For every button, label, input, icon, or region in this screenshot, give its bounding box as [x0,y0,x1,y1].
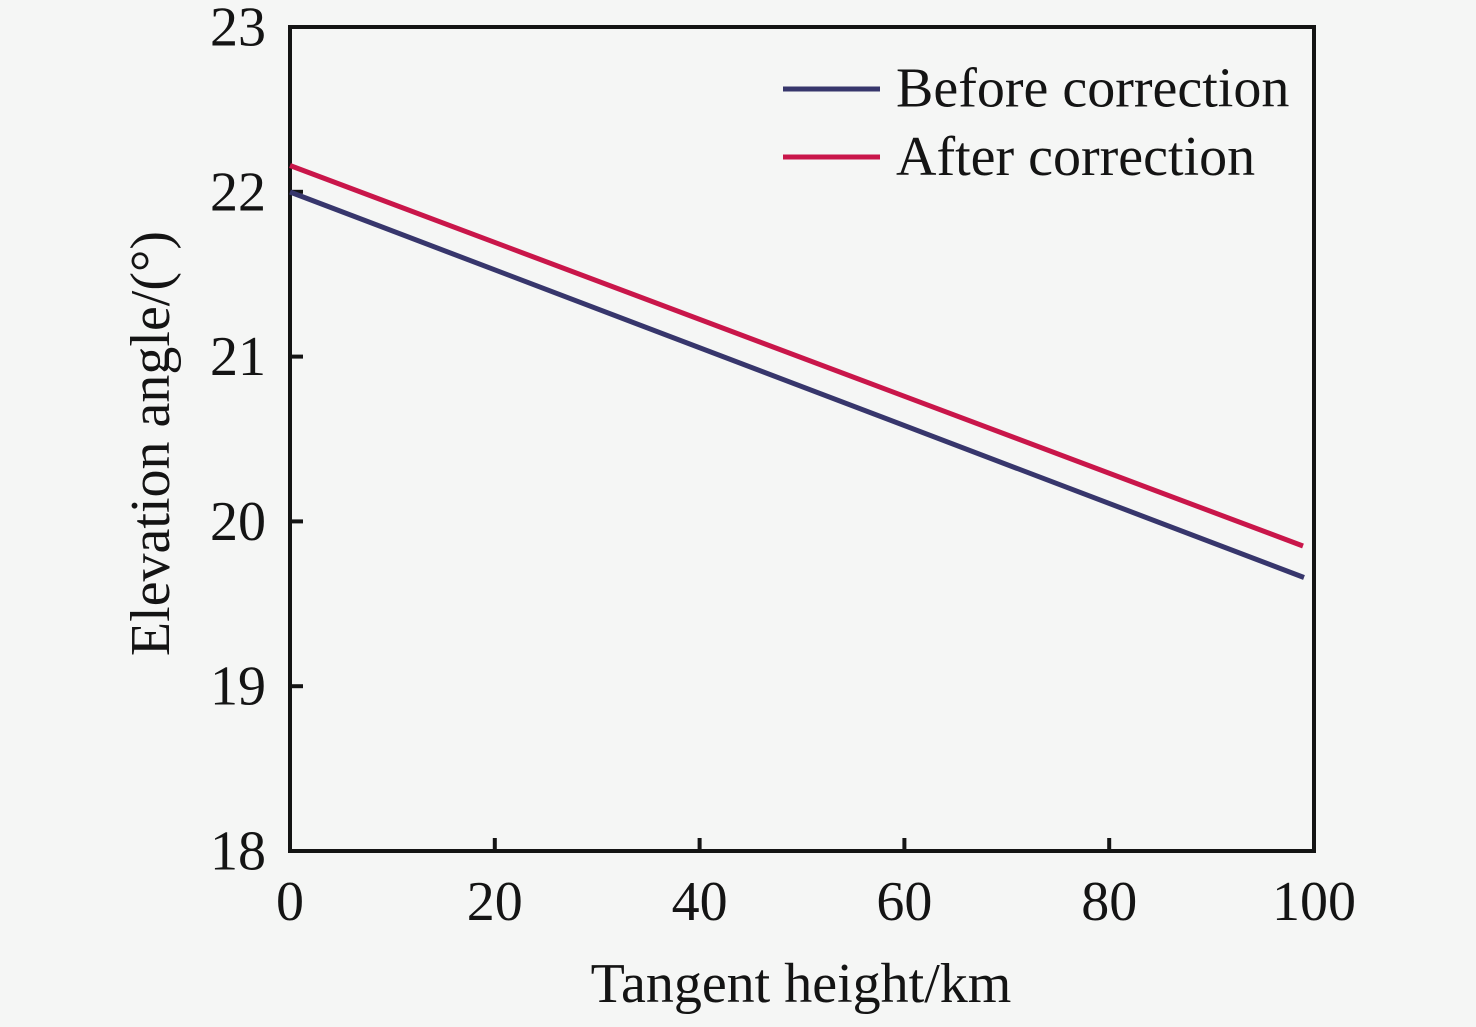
svg-text:21: 21 [210,326,266,388]
svg-text:100: 100 [1272,871,1356,933]
svg-text:Before correction: Before correction [896,58,1289,120]
svg-text:Elevation angle/(°): Elevation angle/(°) [120,231,182,656]
svg-text:19: 19 [210,656,266,718]
svg-text:80: 80 [1081,871,1137,933]
svg-text:20: 20 [210,491,266,553]
svg-text:40: 40 [672,871,728,933]
svg-text:0: 0 [276,871,304,933]
svg-text:Tangent height/km: Tangent height/km [591,953,1012,1015]
svg-text:60: 60 [876,871,932,933]
svg-text:18: 18 [210,821,266,883]
svg-text:After correction: After correction [896,126,1255,188]
svg-text:22: 22 [210,161,266,223]
svg-text:20: 20 [467,871,523,933]
svg-text:23: 23 [210,0,266,59]
